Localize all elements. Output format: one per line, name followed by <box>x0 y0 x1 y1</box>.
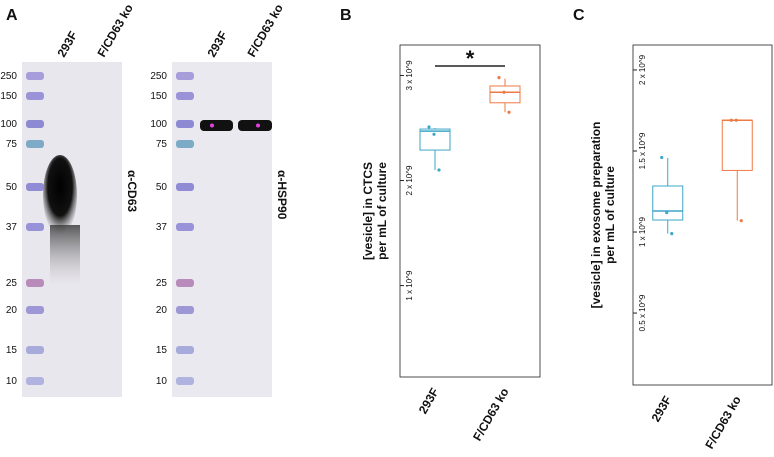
marker-label: 50 <box>6 182 18 193</box>
data-point <box>665 210 669 215</box>
box <box>652 185 684 221</box>
y-tick-label: 0.5 x 10^9 <box>638 294 647 331</box>
data-point <box>670 232 674 236</box>
ladder-band <box>176 92 194 100</box>
ladder-band <box>26 306 44 314</box>
blot-smear <box>50 225 80 285</box>
ladder-band <box>26 92 44 100</box>
y-tick-label: 3 x 10^9 <box>405 60 414 91</box>
ladder-band <box>26 140 44 148</box>
y-axis-label: [vesicle] in exosome preparation <box>589 122 603 309</box>
box <box>489 85 521 104</box>
ladder-band <box>176 140 194 148</box>
marker-label: 75 <box>6 139 18 150</box>
data-point <box>497 75 501 80</box>
x-tick-label: 293F <box>649 394 675 425</box>
panel-label: B <box>340 7 352 24</box>
blot-band <box>238 120 272 131</box>
data-point <box>739 219 743 223</box>
y-tick-label: 1 x 10^9 <box>405 270 414 301</box>
data-point <box>427 125 431 129</box>
significance-label: * <box>466 46 475 71</box>
blot-band <box>200 120 233 131</box>
antibody-label: α-HSP90 <box>275 170 289 220</box>
x-tick-label: F/CD63 ko <box>470 386 511 444</box>
data-point <box>507 110 511 114</box>
marker-label: 75 <box>156 139 168 150</box>
panel-label: C <box>573 7 585 24</box>
blot-spot <box>210 123 214 128</box>
y-tick-label: 1 x 10^9 <box>638 216 647 247</box>
data-point <box>432 132 436 136</box>
ladder-band <box>26 183 44 191</box>
y-axis-label: per mL of culture <box>603 166 617 264</box>
marker-label: 150 <box>150 91 167 102</box>
lane-label: 293F <box>54 29 80 60</box>
blot-spot <box>256 123 260 128</box>
ladder-band <box>176 377 194 385</box>
ladder-band <box>176 120 194 128</box>
ladder-band <box>26 120 44 128</box>
ladder-band <box>176 279 194 287</box>
ladder-band <box>26 346 44 354</box>
y-axis-label: [vesicle] in CTCS <box>361 162 375 260</box>
blot-band <box>43 155 77 235</box>
x-tick-label: F/CD63 ko <box>702 394 743 452</box>
lane-label: F/CD63 ko <box>244 2 285 60</box>
ladder-band <box>26 279 44 287</box>
ladder-band <box>26 223 44 231</box>
ladder-band <box>176 306 194 314</box>
marker-label: 15 <box>6 345 18 356</box>
marker-label: 25 <box>156 278 168 289</box>
plot-frame <box>399 44 541 378</box>
box <box>721 119 753 171</box>
ladder-band <box>176 223 194 231</box>
y-axis-label: per mL of culture <box>375 162 389 260</box>
data-point <box>729 118 733 122</box>
data-point <box>660 155 664 160</box>
marker-label: 100 <box>150 119 167 130</box>
ladder-band <box>176 183 194 191</box>
lane-label: 293F <box>204 29 230 60</box>
marker-label: 50 <box>156 182 168 193</box>
marker-label: 37 <box>156 222 168 233</box>
marker-label: 20 <box>156 305 168 316</box>
panel-label: A <box>6 7 18 24</box>
marker-label: 10 <box>156 376 168 387</box>
marker-label: 20 <box>6 305 18 316</box>
ladder-band <box>176 346 194 354</box>
data-point <box>734 118 738 122</box>
antibody-label: α-CD63 <box>125 170 139 212</box>
box <box>419 128 451 151</box>
lane-label: F/CD63 ko <box>94 2 135 60</box>
marker-label: 100 <box>0 119 17 130</box>
marker-label: 10 <box>6 376 18 387</box>
data-point <box>437 168 441 172</box>
marker-label: 250 <box>0 71 17 82</box>
marker-label: 37 <box>6 222 18 233</box>
x-tick-label: 293F <box>416 386 442 417</box>
marker-label: 250 <box>150 71 167 82</box>
ladder-band <box>26 72 44 80</box>
plot-frame <box>632 44 773 386</box>
marker-label: 25 <box>6 278 18 289</box>
marker-label: 150 <box>0 91 17 102</box>
y-tick-label: 1.5 x 10^9 <box>638 132 647 169</box>
y-tick-label: 2 x 10^9 <box>405 165 414 196</box>
ladder-band <box>26 377 44 385</box>
data-point <box>502 90 506 94</box>
ladder-band <box>176 72 194 80</box>
y-tick-label: 2 x 10^9 <box>638 54 647 85</box>
marker-label: 15 <box>156 345 168 356</box>
